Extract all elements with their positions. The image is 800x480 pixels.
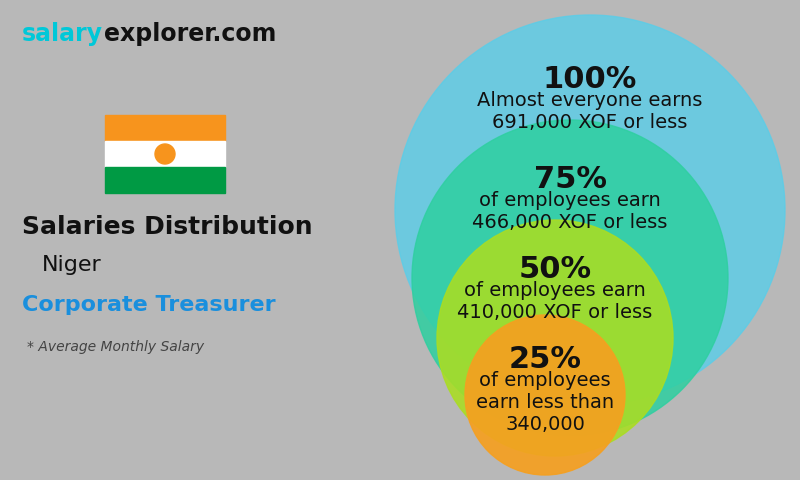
Circle shape (395, 15, 785, 405)
Text: 410,000 XOF or less: 410,000 XOF or less (458, 303, 653, 322)
Bar (105, 167, 225, 193)
Text: 25%: 25% (509, 345, 582, 374)
Text: 466,000 XOF or less: 466,000 XOF or less (472, 213, 668, 232)
Text: 100%: 100% (543, 65, 637, 94)
Circle shape (412, 120, 728, 436)
Text: explorer.com: explorer.com (104, 22, 276, 46)
Text: of employees earn: of employees earn (464, 281, 646, 300)
Text: Niger: Niger (42, 255, 102, 275)
Text: 50%: 50% (518, 255, 591, 284)
Text: 340,000: 340,000 (505, 415, 585, 434)
Text: of employees earn: of employees earn (479, 191, 661, 210)
Text: earn less than: earn less than (476, 393, 614, 412)
Text: salary: salary (22, 22, 103, 46)
Text: of employees: of employees (479, 371, 611, 390)
Bar (105, 141, 225, 167)
Text: Almost everyone earns: Almost everyone earns (478, 91, 702, 110)
Circle shape (437, 220, 673, 456)
Circle shape (465, 315, 625, 475)
Text: Corporate Treasurer: Corporate Treasurer (22, 295, 276, 315)
Text: * Average Monthly Salary: * Average Monthly Salary (27, 340, 204, 354)
Text: Salaries Distribution: Salaries Distribution (22, 215, 313, 239)
Text: 691,000 XOF or less: 691,000 XOF or less (492, 113, 688, 132)
Text: 75%: 75% (534, 165, 606, 194)
Circle shape (155, 144, 175, 164)
Bar (105, 115, 225, 141)
